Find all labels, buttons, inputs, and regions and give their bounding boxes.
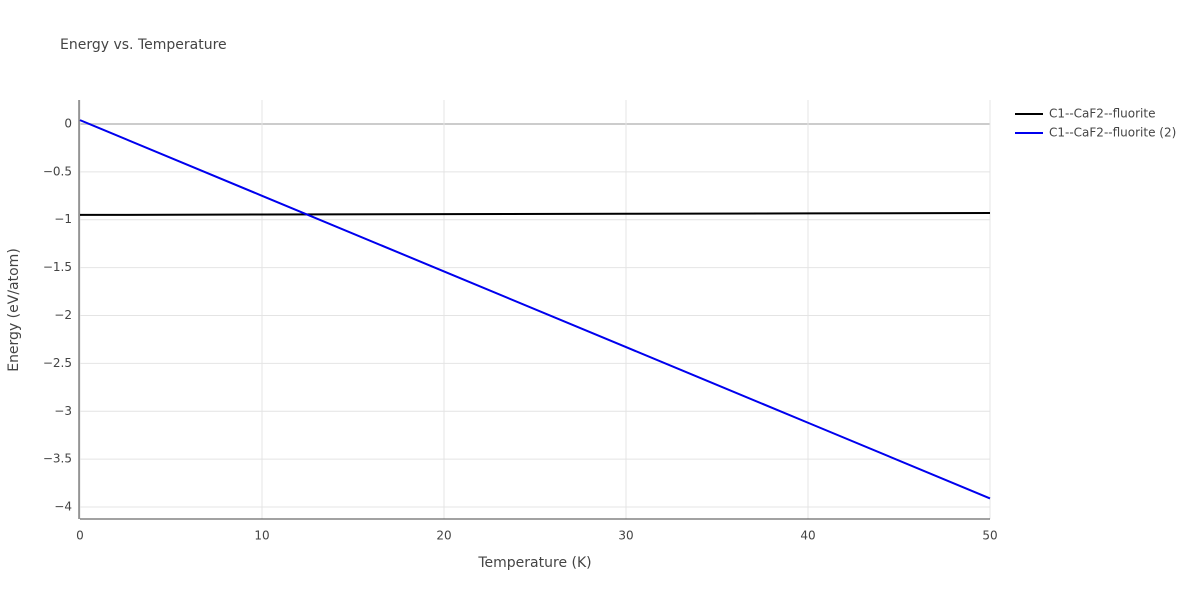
y-tick-label: −0.5 [43,164,72,178]
x-tick-label: 10 [254,529,269,543]
line-series [79,212,991,216]
y-tick-label: −3 [54,404,72,418]
x-tick-label: 50 [982,529,997,543]
x-axis-label: Temperature (K) [477,555,591,571]
y-tick-label: −1.5 [43,260,72,274]
chart-title: Energy vs. Temperature [60,37,227,53]
legend-label: C1--CaF2--fluorite [1049,107,1155,121]
line-series [79,119,991,500]
y-axis-label: Energy (eV/atom) [6,248,22,372]
x-tick-label: 40 [800,529,815,543]
y-tick-label: 0 [64,116,72,130]
y-tick-label: −2 [54,308,72,322]
y-tick-label: −4 [54,500,72,514]
x-tick-label: 30 [618,529,633,543]
y-tick-label: −3.5 [43,452,72,466]
legend-label: C1--CaF2--fluorite (2) [1049,126,1176,140]
y-tick-label: −2.5 [43,356,72,370]
x-tick-label: 0 [76,529,84,543]
x-tick-label: 20 [436,529,451,543]
y-tick-label: −1 [54,212,72,226]
